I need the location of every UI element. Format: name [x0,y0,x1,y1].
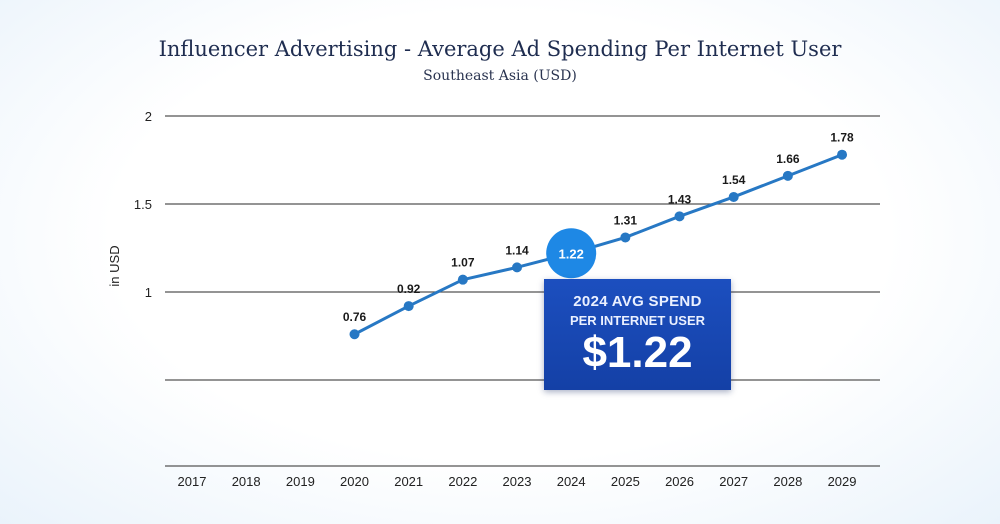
y-axis-ticks: 21.51 [134,109,152,300]
data-point [403,301,414,312]
x-tick-label: 2018 [232,474,261,489]
x-tick-label: 2029 [828,474,857,489]
highlight-marker [546,228,597,279]
data-label: 1.31 [614,213,638,227]
callout-line-1: 2024 AVG SPEND [573,293,702,310]
data-label: 0.76 [343,310,367,324]
x-tick-label: 2024 [557,474,586,489]
x-axis-ticks: 2017 2018 2019 2020 2021 2022 2023 2024 2025 2026… [178,474,857,489]
data-label: 1.07 [451,256,475,270]
data-label: 1.54 [722,173,746,187]
gridlines [165,115,880,467]
y-tick-label: 1 [145,285,152,300]
data-label: 0.92 [397,282,421,296]
highlight-label: 1.22 [559,246,584,261]
y-axis-label: in USD [107,245,122,286]
data-point [620,232,631,243]
series-path [353,153,843,336]
x-tick-label: 2026 [665,474,694,489]
data-point [728,191,739,202]
callout-line-2: PER INTERNET USER [569,313,706,328]
x-tick-label: 2020 [340,474,369,489]
y-tick-label: 1.5 [134,197,152,212]
series-line [349,149,848,340]
data-point [837,149,848,160]
data-point [782,170,793,181]
chart-subtitle: Southeast Asia (USD) [423,68,577,84]
y-tick-label: 2 [145,109,152,124]
data-label: 1.78 [830,131,854,145]
highlight-callout: 2024 AVG SPEND PER INTERNET USER $1.22 [544,279,731,390]
data-point [674,211,685,222]
data-labels: 0.76 0.92 1.07 1.14 1.22 1.31 1.43 1.54 1.66 1.78 [343,131,854,325]
data-point [457,274,468,285]
x-tick-label: 2019 [286,474,315,489]
chart-title: Influencer Advertising - Average Ad Spen… [159,37,843,61]
x-tick-label: 2023 [503,474,532,489]
x-tick-label: 2021 [394,474,423,489]
x-tick-label: 2028 [773,474,802,489]
data-label: 1.14 [505,243,529,257]
x-tick-label: 2025 [611,474,640,489]
x-tick-label: 2022 [448,474,477,489]
callout-value: $1.22 [582,328,693,377]
data-label: 1.43 [668,192,692,206]
x-tick-label: 2027 [719,474,748,489]
data-point [349,329,360,340]
data-point [512,262,523,273]
x-tick-label: 2017 [178,474,207,489]
data-label: 1.66 [776,152,800,166]
